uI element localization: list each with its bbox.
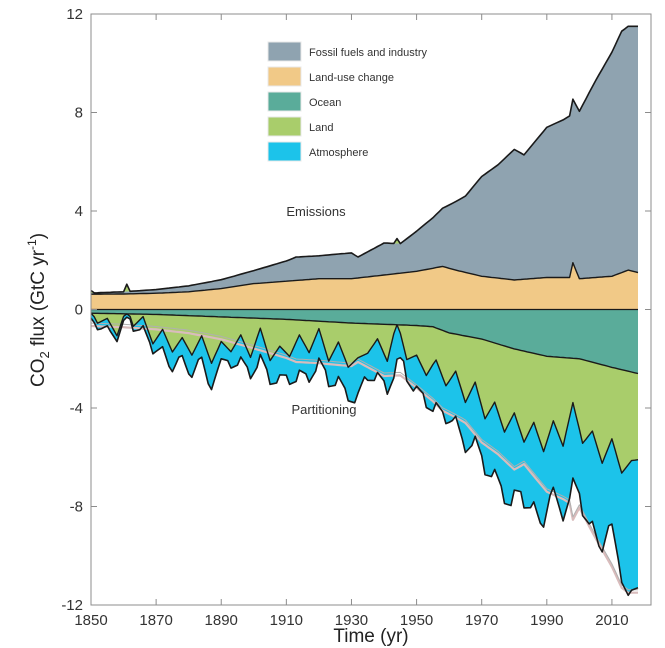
area-ocean bbox=[91, 309, 638, 374]
legend-swatch-land bbox=[267, 116, 302, 137]
x-tick-label: 1930 bbox=[335, 612, 368, 629]
y-tick-label: -4 bbox=[70, 400, 83, 417]
y-axis-title-subscript: 2 bbox=[37, 351, 52, 358]
legend-label-ocean: Ocean bbox=[309, 97, 341, 109]
area-land-sink bbox=[91, 313, 638, 474]
legend-swatch-luc bbox=[267, 66, 302, 87]
stacked-areas bbox=[91, 26, 638, 596]
line-emissions-mirror bbox=[90, 324, 638, 594]
legend-swatch-fossil bbox=[267, 41, 302, 62]
y-axis-title: CO2 flux (GtC yr-1) bbox=[25, 233, 52, 387]
legend-label-fossil: Fossil fuels and industry bbox=[309, 47, 427, 59]
x-axis-title: Time (yr) bbox=[333, 626, 408, 647]
area-atmosphere bbox=[91, 313, 638, 596]
y-axis-title-middle: flux (GtC yr bbox=[28, 249, 49, 351]
x-tick-label: 1890 bbox=[205, 612, 238, 629]
y-axis-title-superscript: -1 bbox=[25, 239, 39, 250]
area-fossil-fuels bbox=[91, 26, 638, 295]
line-total-emissions bbox=[90, 25, 638, 294]
y-tick-label: 4 bbox=[75, 203, 83, 220]
x-tick-label: 1970 bbox=[465, 612, 498, 629]
y-tick-label: 12 bbox=[66, 6, 83, 23]
line-land-use-change-top bbox=[91, 262, 639, 295]
y-tick-label: 0 bbox=[75, 302, 83, 319]
line-atmosphere-bottom bbox=[90, 316, 639, 597]
annotation-partitioning: Partitioning bbox=[291, 402, 356, 417]
line-ocean-bottom bbox=[90, 312, 639, 375]
line-land-bottom bbox=[90, 312, 639, 474]
y-tick-label: -12 bbox=[61, 597, 83, 614]
outline-lines bbox=[90, 25, 639, 597]
x-tick-label: 2010 bbox=[595, 612, 628, 629]
legend-label-atmosphere: Atmosphere bbox=[309, 147, 368, 159]
x-tick-label: 1870 bbox=[139, 612, 172, 629]
legend-swatch-atmosphere bbox=[267, 141, 302, 162]
legend: Fossil fuels and industry Land-use change… bbox=[267, 41, 427, 162]
legend-label-luc: Land-use change bbox=[309, 72, 394, 84]
x-tick-label: 1950 bbox=[400, 612, 433, 629]
y-tick-label: -8 bbox=[70, 499, 83, 516]
line-emissions-mirror-grey bbox=[90, 322, 638, 591]
legend-label-land: Land bbox=[309, 122, 333, 134]
x-tick-label: 1990 bbox=[530, 612, 563, 629]
y-axis-title-prefix: CO bbox=[28, 359, 49, 388]
y-tick-label: 8 bbox=[75, 105, 83, 122]
x-tick-label: 1910 bbox=[270, 612, 303, 629]
legend-swatch-ocean bbox=[267, 91, 302, 112]
annotation-emissions: Emissions bbox=[286, 204, 346, 219]
x-tick-label: 1850 bbox=[74, 612, 107, 629]
y-axis-title-suffix: ) bbox=[28, 233, 49, 239]
area-land-use-change bbox=[91, 262, 638, 310]
